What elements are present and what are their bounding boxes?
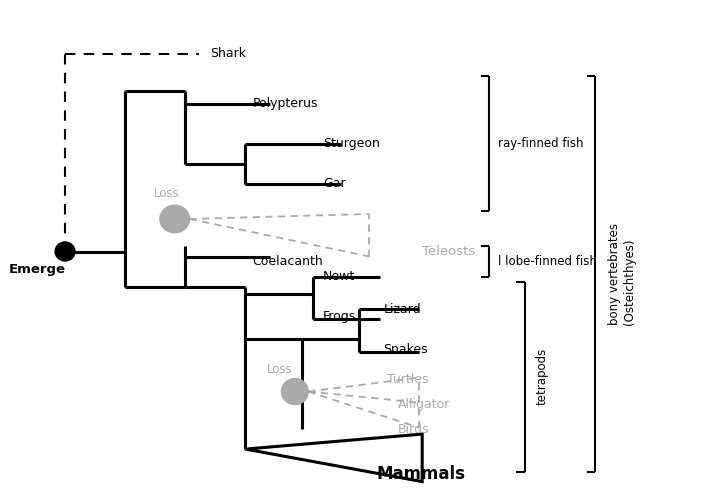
Text: Newt: Newt — [323, 270, 356, 283]
Text: l lobe-finned fish: l lobe-finned fish — [498, 255, 596, 268]
Text: Teleosts: Teleosts — [422, 245, 476, 258]
Text: Loss: Loss — [153, 188, 179, 201]
Text: ray-finned fish: ray-finned fish — [498, 137, 584, 150]
Text: Snakes: Snakes — [383, 343, 428, 356]
Text: Gar: Gar — [323, 178, 346, 191]
Ellipse shape — [160, 205, 190, 233]
Text: Frogs: Frogs — [323, 310, 356, 323]
Text: Sturgeon: Sturgeon — [323, 137, 380, 150]
Ellipse shape — [281, 379, 308, 404]
Text: tetrapods: tetrapods — [535, 348, 548, 405]
Text: Mammals: Mammals — [376, 465, 465, 483]
Text: Lizard: Lizard — [383, 302, 421, 315]
Text: Polypterus: Polypterus — [253, 98, 318, 111]
Text: Birds: Birds — [398, 423, 429, 436]
Text: Shark: Shark — [210, 47, 246, 60]
Text: bony vertebrates
(Osteichthyes): bony vertebrates (Osteichthyes) — [608, 223, 636, 325]
Text: Coelacanth: Coelacanth — [253, 255, 323, 268]
Ellipse shape — [55, 242, 75, 261]
Text: Alligator: Alligator — [398, 397, 450, 410]
Text: Emerge: Emerge — [9, 263, 65, 276]
Text: Turtles: Turtles — [387, 373, 428, 386]
Text: Loss: Loss — [266, 363, 293, 376]
